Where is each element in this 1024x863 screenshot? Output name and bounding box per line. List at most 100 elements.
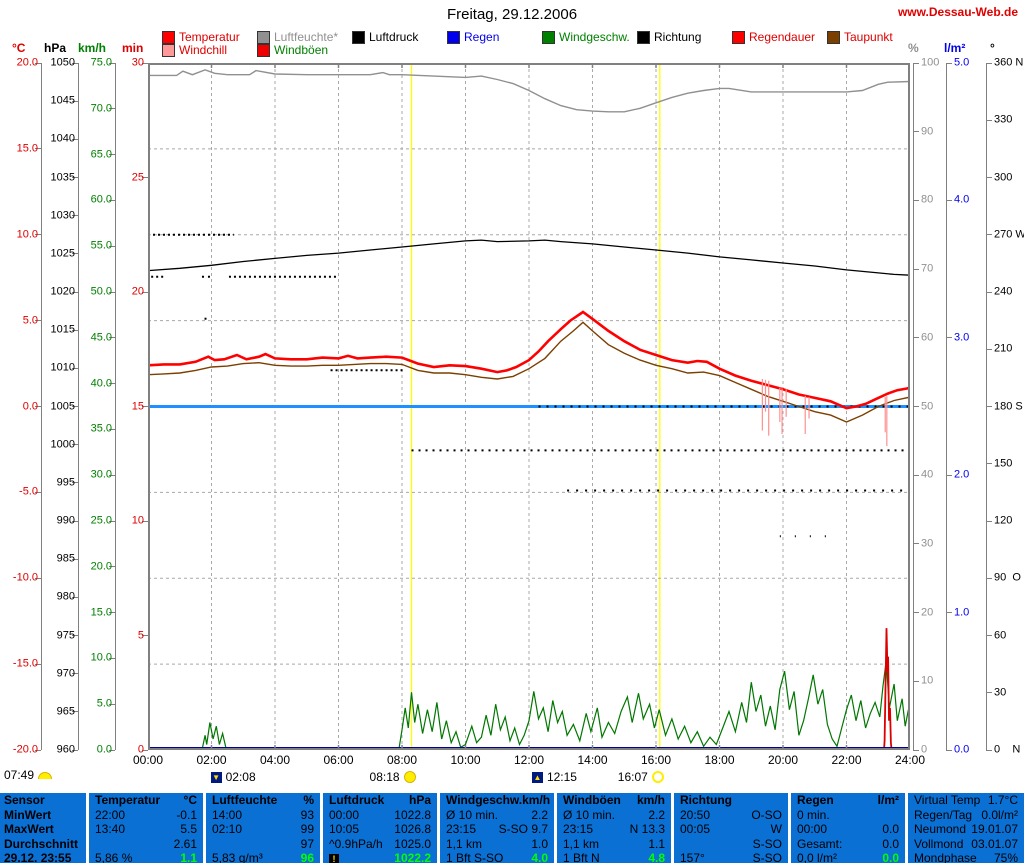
legend-swatch-icon [352, 30, 365, 44]
dawn-time: 07:49 [4, 768, 35, 782]
axis-tick [35, 148, 41, 150]
legend-swatch-icon [162, 43, 175, 57]
x-axis-label: 12:00 [513, 753, 545, 767]
axis-tick-label: 985 [56, 552, 75, 565]
cell-value: 1.1 [180, 851, 197, 863]
axis-tick-label: 40.0 [90, 377, 112, 390]
axis-tick [913, 680, 919, 682]
cell-value: 1022.8 [394, 807, 431, 822]
axis-tick-label: 120 [994, 514, 1013, 527]
axis-tick-label: 0 [137, 743, 144, 756]
x-axis-label: 22:00 [831, 753, 862, 767]
table-row: 22:00 -0.1 [89, 808, 203, 823]
cell-label: 1 Bft S-SO [446, 851, 504, 863]
cell-value: 1025.0 [394, 836, 431, 851]
cell-value: 0.0 [882, 836, 899, 851]
table-row: ! 1022.2 [323, 851, 437, 863]
axis-unit-label: ° [990, 41, 995, 55]
axis-tick-label: 65.0 [90, 148, 112, 161]
axis-tick-label: 100 [921, 56, 940, 69]
axis-tick-label: 20 [921, 606, 934, 619]
cell-value: 4.0 [531, 851, 548, 863]
axis-tick [72, 520, 78, 522]
axis-tick-label: 15 [131, 400, 144, 412]
axis-tick-label: 60.0 [90, 193, 112, 206]
axis-tick [986, 119, 992, 121]
table-column-windgeschw: Windgeschw. km/h Ø 10 min. 2.2 23:15 S-SO 9.7… [440, 793, 554, 863]
column-title: Richtung [680, 793, 732, 807]
axis-tick [986, 692, 992, 694]
x-axis-label: 24:00 [894, 753, 926, 767]
legend-item-windchill: Windchill [162, 43, 227, 57]
axis-tick-label: 1045 [50, 94, 75, 107]
axis-tick-label: 10 [921, 674, 934, 687]
info-value: 0.0l/m² [981, 807, 1018, 822]
axis-tick [946, 474, 952, 476]
legend-swatch-icon [637, 30, 650, 44]
info-value: 19.01.07 [971, 822, 1018, 837]
table-row: 00:00 0.0 [791, 822, 905, 837]
table-column-header: Luftdruck hPa [323, 793, 437, 808]
cell-label: 157° [680, 851, 705, 863]
axis-tick [946, 749, 952, 751]
page-title: Freitag, 29.12.2006 [446, 6, 578, 23]
axis-tick [913, 268, 919, 270]
axis-tick [109, 154, 115, 156]
cell-label: 1,1 km [563, 836, 600, 851]
axis-tick-label: 1010 [50, 361, 75, 374]
axis-tick [35, 62, 41, 64]
table-column-header: Richtung [674, 793, 788, 808]
column-unit: l/m² [877, 793, 899, 807]
table-row-label: Sensor [4, 793, 45, 807]
axis-line-kmh [115, 63, 116, 750]
axis-tick [946, 337, 952, 339]
table-column-regen: Regen l/m² 0 min. 00:00 0.0 Gesamt: 0.0 0,0 l/m… [791, 793, 905, 863]
legend-swatch-icon [257, 43, 270, 57]
axis-unit-label: hPa [44, 41, 67, 55]
table-row: 0 min. [791, 808, 905, 823]
table-row: 14:00 93 [206, 808, 320, 823]
sunset-marker: 16:07 [618, 770, 664, 784]
axis-tick-label: 1005 [50, 400, 75, 412]
sunrise-time: 08:18 [369, 770, 400, 784]
legend-label: Luftdruck [369, 30, 419, 44]
axis-tick-label: 60 [994, 629, 1007, 641]
table-row: 02:10 99 [206, 822, 320, 837]
legend-swatch-icon [447, 30, 460, 44]
axis-tick [142, 177, 148, 178]
axis-tick-label: 180 S [994, 400, 1023, 412]
axis-tick-label: 45.0 [90, 331, 112, 344]
column-title: Luftfeuchte [212, 793, 278, 807]
cell-value: -0.1 [176, 807, 197, 822]
axis-tick [109, 703, 115, 705]
legend-item-richtung: Richtung [637, 30, 701, 44]
plot-canvas [147, 63, 911, 751]
axis-tick-label: -20.0 [12, 743, 38, 756]
table-info-column: Virtual Temp 1.7°C Regen/Tag 0.0l/m² Neumond… [908, 793, 1024, 863]
axis-tick [35, 320, 41, 322]
axis-line-hpa [78, 63, 79, 750]
axis-tick [986, 348, 992, 350]
cell-label: 5,86 % [95, 851, 133, 863]
legend-swatch-icon [542, 30, 555, 44]
axis-tick [109, 245, 115, 247]
website-link[interactable]: www.Dessau-Web.de [897, 5, 1018, 19]
axis-tick [946, 612, 952, 614]
axis-tick [72, 291, 78, 293]
axis-tick [946, 199, 952, 201]
axis-tick [986, 749, 992, 751]
axis-tick-label: 1040 [50, 132, 75, 145]
axis-tick [72, 253, 78, 255]
cell-value: 1026.8 [394, 822, 431, 837]
info-value: 1.7°C [987, 793, 1018, 807]
sun-icon [403, 771, 416, 783]
table-column-header: Windböen km/h [557, 793, 671, 808]
axis-tick-label: 90 O [994, 571, 1021, 584]
cell-value: 2.61 [173, 836, 197, 851]
axis-tick-label: 3.0 [954, 331, 970, 344]
axis-tick [986, 463, 992, 465]
info-row: Vollmond 03.01.07 [908, 837, 1024, 852]
series-windben [883, 628, 893, 751]
table-row: 00:00 1022.8 [323, 808, 437, 823]
table-row: ^0.9hPa/h 1025.0 [323, 837, 437, 852]
